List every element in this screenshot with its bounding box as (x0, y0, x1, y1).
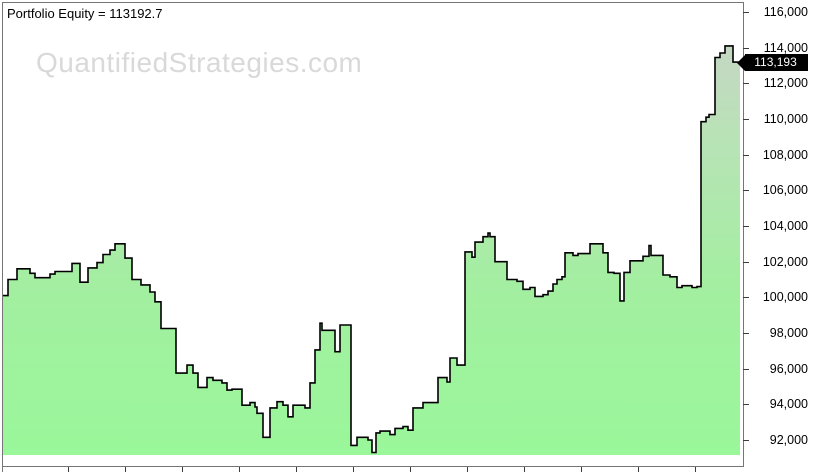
x-axis-line (2, 466, 744, 467)
y-axis-tick (743, 47, 749, 49)
y-axis-tick (743, 297, 749, 299)
y-axis-label: 102,000 (762, 254, 808, 269)
x-axis-tick (68, 467, 69, 472)
y-axis-tick (743, 333, 749, 334)
chart-title: Portfolio Equity = 113192.7 (7, 6, 163, 21)
x-axis-tick (296, 467, 297, 472)
watermark: QuantifiedStrategies.com (36, 47, 363, 78)
y-axis-label: 116,000 (763, 5, 808, 19)
pane-left-border (2, 2, 3, 472)
badge-value: 113,193 (745, 54, 808, 71)
y-axis-tick (743, 368, 749, 370)
y-axis-tick (743, 226, 749, 227)
equity-area-fill (3, 45, 740, 456)
y-axis-tick (743, 83, 749, 85)
badge-left-arrow-icon (737, 54, 745, 71)
y-axis-label: 92,000 (769, 433, 808, 447)
y-axis-tick (743, 261, 749, 263)
x-axis-tick (239, 467, 240, 472)
x-axis-tick (125, 467, 126, 472)
x-axis-tick (638, 467, 639, 472)
x-axis-tick (467, 467, 468, 472)
x-axis-tick (353, 467, 354, 472)
y-axis-label: 94,000 (769, 397, 808, 412)
x-axis-tick (410, 467, 411, 472)
x-axis-tick (182, 467, 183, 472)
y-axis-label: 96,000 (769, 361, 808, 376)
y-axis-label: 108,000 (762, 147, 808, 162)
x-axis-tick (581, 467, 582, 472)
y-axis-tick (743, 190, 749, 192)
y-axis-label: 114,000 (763, 40, 808, 55)
equity-step-line (3, 45, 740, 454)
x-axis-tick (524, 467, 525, 472)
y-axis-label: 104,000 (762, 219, 808, 233)
y-axis-label: 106,000 (762, 183, 808, 198)
y-axis-tick (743, 119, 749, 120)
y-axis-label: 112,000 (763, 76, 808, 91)
pane-top-border (2, 2, 744, 3)
y-axis-label: 110,000 (763, 112, 808, 126)
y-axis-label: 100,000 (762, 290, 808, 305)
y-axis-tick (743, 404, 749, 406)
y-axis-tick (743, 12, 749, 13)
y-axis-tick (743, 154, 749, 156)
current-value-badge: 113,193 (737, 54, 808, 71)
x-axis-tick (695, 467, 696, 472)
y-axis-line (743, 2, 744, 467)
y-axis-tick (743, 440, 749, 441)
y-axis-label: 98,000 (769, 326, 808, 340)
